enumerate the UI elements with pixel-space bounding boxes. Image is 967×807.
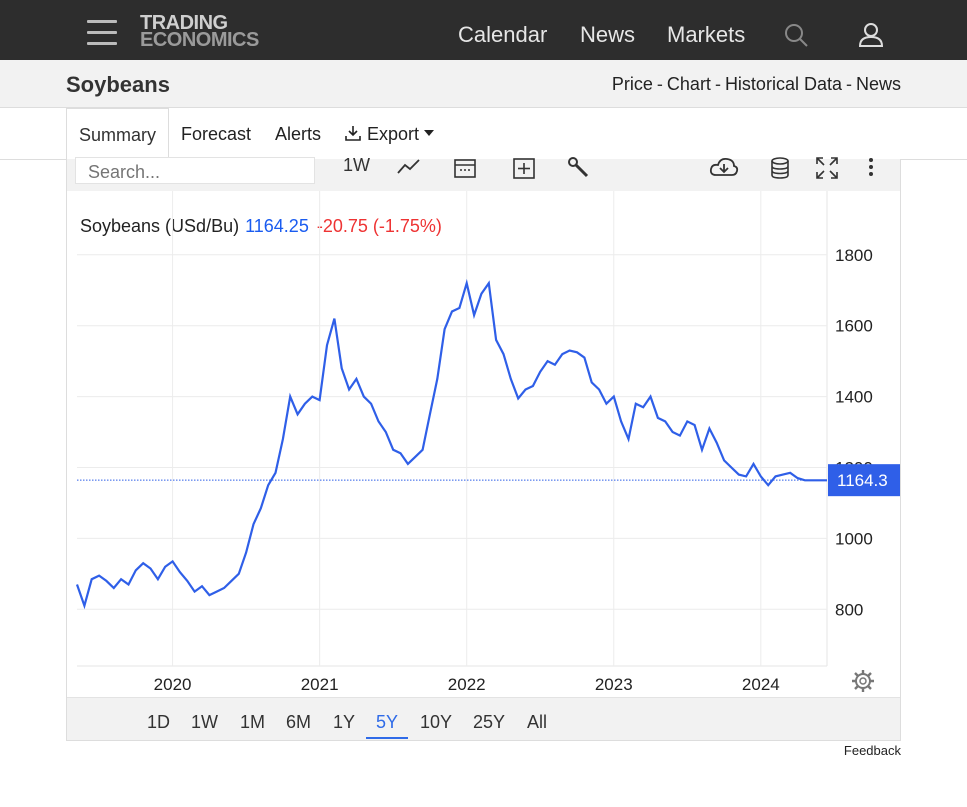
y-tick-label: 1000 — [835, 529, 873, 548]
logo[interactable]: TRADING ECONOMICS — [140, 12, 259, 51]
link-chart[interactable]: Chart — [666, 74, 711, 94]
tab-export[interactable]: Export — [344, 124, 435, 145]
database-icon[interactable] — [767, 155, 793, 181]
x-tick-label: 2023 — [595, 675, 633, 694]
cloud-download-icon[interactable] — [709, 155, 739, 181]
wrench-icon[interactable] — [566, 155, 592, 181]
chart-toolbar: 1W — [67, 155, 900, 191]
quote-header: Soybeans (USd/Bu) 1164.25 -20.75 (-1.75%) — [80, 216, 442, 237]
add-indicator-icon[interactable] — [511, 155, 537, 181]
tabs-bar: Summary Forecast Alerts Export — [0, 108, 967, 161]
line-chart-icon[interactable] — [396, 155, 422, 181]
tab-export-label: Export — [367, 124, 420, 144]
menu-icon[interactable] — [87, 20, 117, 46]
range-25y[interactable]: 25Y — [473, 712, 506, 732]
logo-line2: ECONOMICS — [140, 29, 259, 51]
series-line-soybeans — [75, 278, 827, 610]
nav-calendar[interactable]: Calendar — [458, 22, 548, 47]
user-icon[interactable] — [858, 22, 884, 48]
range-1w[interactable]: 1W — [191, 712, 218, 732]
instrument-name: Soybeans (USd/Bu) — [80, 216, 240, 236]
x-tick-label: 2024 — [742, 675, 780, 694]
separator: - — [714, 74, 721, 94]
y-tick-label: 1400 — [835, 388, 873, 407]
y-tick-label: 800 — [835, 600, 863, 619]
x-tick-label: 2020 — [154, 675, 192, 694]
nav-markets[interactable]: Markets — [667, 22, 746, 47]
range-1y[interactable]: 1Y — [333, 712, 356, 732]
interval-selector[interactable]: 1W — [343, 155, 370, 175]
caret-down-icon — [424, 130, 435, 136]
download-icon — [345, 126, 361, 141]
link-price[interactable]: Price — [611, 74, 653, 94]
range-1m[interactable]: 1M — [240, 712, 266, 732]
top-navbar: TRADING ECONOMICS Calendar News Markets — [0, 0, 967, 60]
x-tick-label: 2021 — [301, 675, 339, 694]
fullscreen-icon[interactable] — [814, 155, 840, 181]
tab-alerts[interactable]: Alerts — [275, 124, 322, 144]
section-links: Price - Chart - Historical Data - News — [612, 74, 901, 95]
range-5y[interactable]: 5Y — [366, 712, 409, 739]
x-tick-label: 2022 — [448, 675, 486, 694]
chart-panel: 1W S — [66, 155, 901, 741]
tab-forecast[interactable]: Forecast — [181, 124, 252, 144]
tab-summary[interactable]: Summary — [66, 108, 170, 161]
more-options-icon[interactable] — [858, 155, 884, 181]
link-historical-data[interactable]: Historical Data — [724, 74, 842, 94]
nav-news[interactable]: News — [580, 22, 636, 47]
last-price-marker-label: 1164.3 — [837, 471, 888, 490]
range-10y[interactable]: 10Y — [420, 712, 453, 732]
range-all[interactable]: All — [527, 712, 548, 732]
page-title: Soybeans — [66, 72, 170, 97]
subheader: Soybeans Price - Chart - Historical Data - New… — [0, 60, 967, 108]
feedback-link[interactable]: Feedback — [843, 743, 901, 758]
price-change: -20.75 (-1.75%) — [316, 216, 442, 236]
link-news[interactable]: News — [855, 74, 901, 94]
last-price-marker — [828, 464, 900, 497]
last-price: 1164.25 — [245, 216, 309, 236]
range-selector: 1D 1W 1M 6M 1Y 5Y 10Y 25Y All — [67, 697, 900, 740]
range-6m[interactable]: 6M — [286, 712, 312, 732]
logo-line1: TRADING — [140, 12, 228, 34]
range-1d[interactable]: 1D — [147, 712, 171, 732]
y-tick-label: 1800 — [835, 246, 873, 265]
search-icon[interactable] — [783, 22, 809, 48]
y-tick-label: 1600 — [835, 317, 873, 336]
separator: - — [656, 74, 663, 94]
symbol-search-input[interactable] — [75, 157, 315, 184]
separator: - — [845, 74, 852, 94]
calendar-icon[interactable] — [452, 155, 478, 181]
chart-settings-icon[interactable] — [852, 670, 874, 692]
